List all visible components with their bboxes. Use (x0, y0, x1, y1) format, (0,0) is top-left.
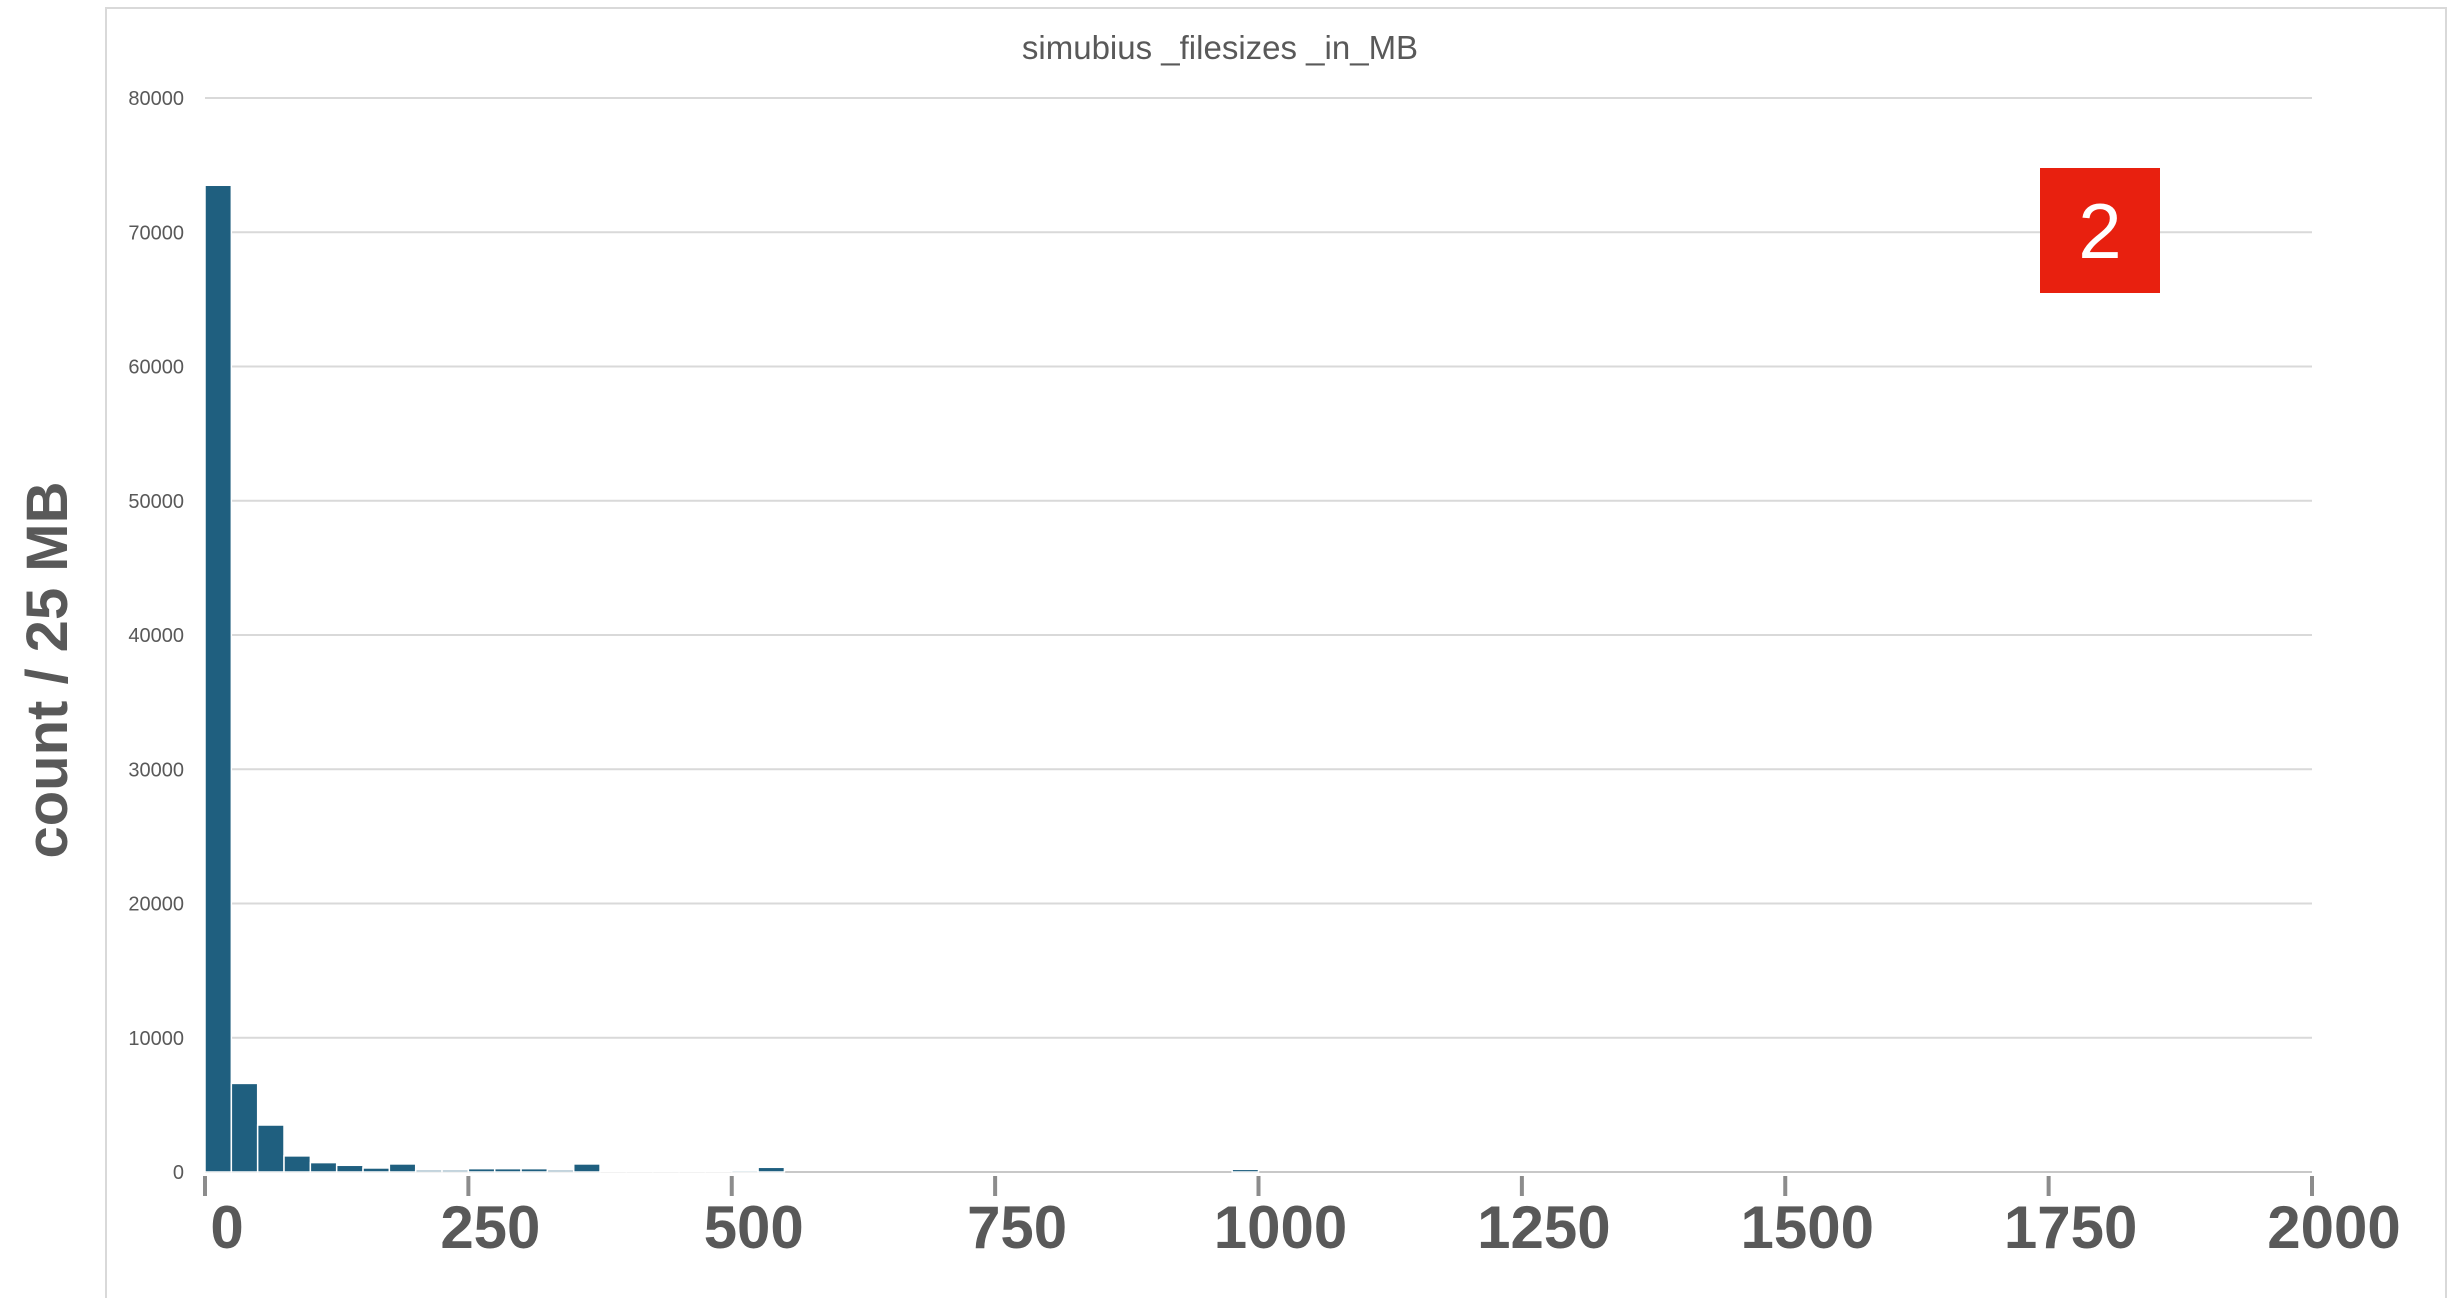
histogram-bar (599, 1170, 628, 1173)
x-tick-label: 1500 (1741, 1194, 1874, 1261)
badge-label: 2 (2078, 187, 2121, 275)
y-tick-label: 60000 (128, 357, 184, 379)
annotation-badge: 2 (2040, 168, 2160, 293)
chart-title: simubius _filesizes _in_MB (1022, 29, 1418, 66)
histogram-bar (256, 1124, 285, 1173)
histogram-bar (204, 184, 233, 1173)
y-tick-label: 0 (173, 1162, 184, 1184)
x-tick-label: 750 (967, 1194, 1067, 1261)
histogram-bar (230, 1082, 259, 1173)
x-tick-label: 2000 (2267, 1194, 2400, 1261)
histogram-bar (441, 1169, 470, 1173)
histogram-bar (757, 1166, 786, 1173)
histogram-bar (1231, 1168, 1260, 1173)
x-tick-label: 250 (440, 1194, 540, 1261)
y-axis-label: count / 25 MB (15, 481, 80, 858)
x-tick-label: 0 (210, 1194, 243, 1261)
x-tick-label: 500 (704, 1194, 804, 1261)
histogram-bar (414, 1169, 443, 1173)
histogram-bar (731, 1169, 759, 1173)
x-tick-label: 1250 (1477, 1194, 1610, 1261)
x-axis: 0 250 500 750 1000 1250 1500 1750 2000 (203, 1176, 2401, 1261)
badge-background (2040, 168, 2160, 293)
histogram-bar (388, 1163, 417, 1173)
y-axis: 0 10000 20000 30000 40000 50000 60000 70000 8000… (128, 88, 184, 1184)
histogram-bar (283, 1155, 312, 1173)
histogram-bar (493, 1167, 522, 1173)
x-tick-label: 1750 (2004, 1194, 2137, 1261)
y-tick-label: 80000 (128, 88, 184, 110)
y-tick-label: 70000 (128, 222, 184, 244)
histogram-bar (546, 1169, 575, 1173)
histogram-bar (335, 1164, 364, 1173)
histogram-bar (572, 1163, 601, 1173)
y-tick-label: 20000 (128, 894, 184, 916)
bars (204, 184, 1260, 1173)
histogram-bar (309, 1161, 338, 1173)
histogram-bar (467, 1167, 496, 1173)
y-tick-label: 10000 (128, 1028, 184, 1050)
histogram-bar (625, 1170, 654, 1173)
histogram-bar (651, 1169, 680, 1173)
histogram-bar (520, 1167, 549, 1173)
y-tick-label: 50000 (128, 491, 184, 513)
x-tick-label: 1000 (1214, 1194, 1347, 1261)
y-tick-label: 30000 (128, 759, 184, 781)
y-tick-label: 40000 (128, 625, 184, 647)
histogram-bar (678, 1170, 707, 1173)
histogram-bar (362, 1167, 391, 1173)
